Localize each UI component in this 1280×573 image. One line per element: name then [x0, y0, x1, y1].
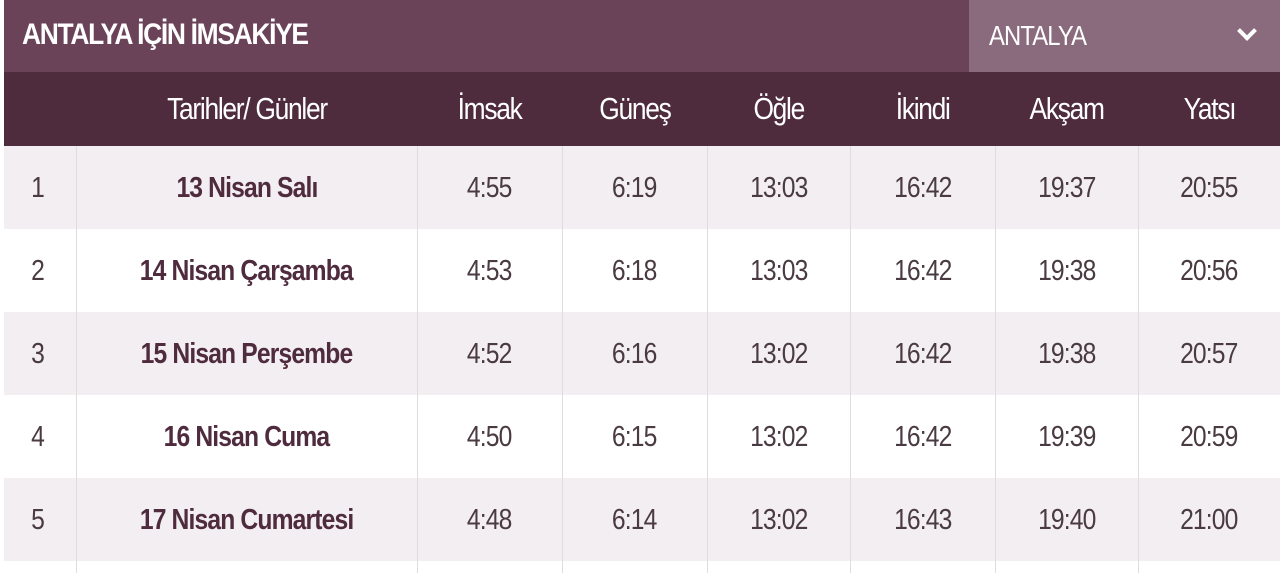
time-cell: 19:39: [995, 395, 1139, 478]
column-header-label: Güneş: [598, 91, 672, 126]
table-row: 5 17 Nisan Cumartesi 4:48 6:14 13:02 16:43 19:…: [4, 478, 1280, 561]
time-cell: 4:50: [417, 395, 563, 478]
city-select-value: ANTALYA: [989, 20, 1087, 51]
time-cell: 20:59: [1138, 395, 1280, 478]
date-day-cell: 16 Nisan Cuma: [76, 395, 418, 478]
page-title: ANTALYA İÇİN İMSAKİYE: [22, 18, 309, 51]
time-cell: 13:02: [707, 395, 851, 478]
time-cell: 19:40: [995, 478, 1139, 561]
empty-cell: [995, 561, 1139, 573]
date-day-cell: 17 Nisan Cumartesi: [76, 478, 418, 561]
prayer-times-table: Tarihler/ Günler İmsak Güneş Öğle İkindi Akşa…: [4, 72, 1280, 573]
empty-cell: [4, 561, 77, 573]
time-cell: 16:43: [850, 478, 996, 561]
date-day-cell: 15 Nisan Perşembe: [76, 312, 418, 395]
row-number: 3: [4, 312, 77, 395]
row-number: 2: [4, 229, 77, 312]
column-header-label: İmsak: [457, 91, 523, 126]
column-header: [4, 72, 76, 146]
column-header: Yatsı: [1138, 72, 1280, 146]
time-cell: 16:42: [850, 395, 996, 478]
column-header: Tarihler/ Günler: [76, 72, 417, 146]
table-row: 4 16 Nisan Cuma 4:50 6:15 13:02 16:42 19:39 20:…: [4, 395, 1280, 478]
column-header-label: Akşam: [1029, 91, 1104, 126]
column-header: İkindi: [850, 72, 995, 146]
column-header: Güneş: [562, 72, 707, 146]
time-cell: 21:00: [1138, 478, 1280, 561]
time-cell: 4:55: [417, 146, 563, 229]
column-header-label: Tarihler/ Günler: [166, 91, 328, 126]
table-row: 2 14 Nisan Çarşamba 4:53 6:18 13:03 16:42 19:3…: [4, 229, 1280, 312]
time-cell: 19:38: [995, 229, 1139, 312]
city-select[interactable]: ANTALYA: [969, 0, 1280, 72]
empty-cell: [76, 561, 418, 573]
time-cell: 16:42: [850, 146, 996, 229]
row-number: 1: [4, 146, 77, 229]
date-day-cell: 14 Nisan Çarşamba: [76, 229, 418, 312]
imsakiye-widget: ANTALYA İÇİN İMSAKİYE ANTALYA Tarihler/ …: [4, 0, 1280, 573]
time-cell: 6:16: [562, 312, 708, 395]
column-header: İmsak: [417, 72, 562, 146]
column-header-label: İkindi: [895, 91, 951, 126]
time-cell: 20:57: [1138, 312, 1280, 395]
column-header: Öğle: [707, 72, 850, 146]
time-cell: 6:15: [562, 395, 708, 478]
time-cell: 13:02: [707, 312, 851, 395]
time-cell: 20:56: [1138, 229, 1280, 312]
table-row: 3 15 Nisan Perşembe 4:52 6:16 13:02 16:42 19:3…: [4, 312, 1280, 395]
time-cell: 20:55: [1138, 146, 1280, 229]
empty-cell: [562, 561, 708, 573]
empty-cell: [850, 561, 996, 573]
empty-cell: [417, 561, 563, 573]
title-bar: ANTALYA İÇİN İMSAKİYE ANTALYA: [4, 0, 1280, 72]
table-header: Tarihler/ Günler İmsak Güneş Öğle İkindi Akşa…: [4, 72, 1280, 146]
empty-cell: [707, 561, 851, 573]
time-cell: 4:53: [417, 229, 563, 312]
date-day-cell: 13 Nisan Salı: [76, 146, 418, 229]
time-cell: 6:18: [562, 229, 708, 312]
time-cell: 19:37: [995, 146, 1139, 229]
time-cell: 6:19: [562, 146, 708, 229]
time-cell: 13:03: [707, 229, 851, 312]
time-cell: 16:42: [850, 229, 996, 312]
time-cell: 13:02: [707, 478, 851, 561]
time-cell: 4:52: [417, 312, 563, 395]
column-header: Akşam: [995, 72, 1138, 146]
time-cell: 6:14: [562, 478, 708, 561]
table-row: 1 13 Nisan Salı 4:55 6:19 13:03 16:42 19:37 20:…: [4, 146, 1280, 229]
column-header-label: Yatsı: [1183, 91, 1236, 126]
time-cell: 4:48: [417, 478, 563, 561]
column-header-label: Öğle: [753, 91, 805, 126]
empty-cell: [1138, 561, 1280, 573]
time-cell: 16:42: [850, 312, 996, 395]
time-cell: 19:38: [995, 312, 1139, 395]
table-row: [4, 561, 1280, 573]
row-number: 4: [4, 395, 77, 478]
chevron-down-icon: [1237, 21, 1257, 41]
time-cell: 13:03: [707, 146, 851, 229]
row-number: 5: [4, 478, 77, 561]
